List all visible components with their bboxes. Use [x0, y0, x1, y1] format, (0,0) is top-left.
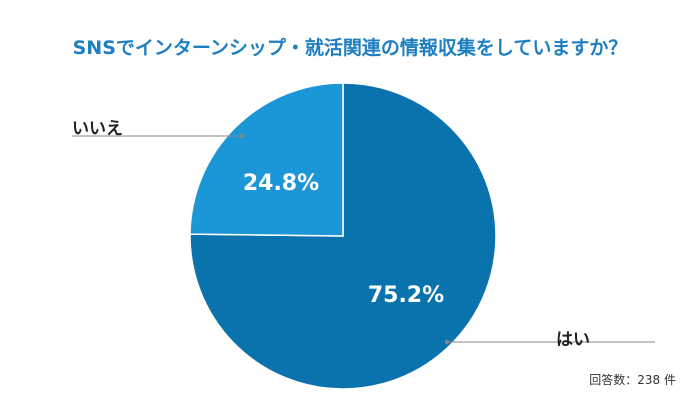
slice-category-label-yes: はい [556, 330, 590, 350]
slice-percent-label-yes: 75.2% [368, 283, 444, 308]
pie-slices [189, 82, 497, 390]
slice-category-label-no: いいえ [72, 119, 123, 139]
slice-labels: 75.2% はい 24.8% いいえ [72, 119, 590, 350]
leader-dot-no [239, 133, 245, 139]
response-count-note: 回答数：238 件 [589, 372, 676, 387]
leader-dot-yes [444, 339, 450, 345]
chart-title: SNSでインターンシップ・就活関連の情報収集をしていますか？ [73, 36, 628, 59]
slice-percent-label-no: 24.8% [243, 171, 319, 196]
pie-slice-no [189, 82, 344, 237]
pie-slice-yes [189, 82, 497, 390]
leader-lines [72, 133, 655, 345]
